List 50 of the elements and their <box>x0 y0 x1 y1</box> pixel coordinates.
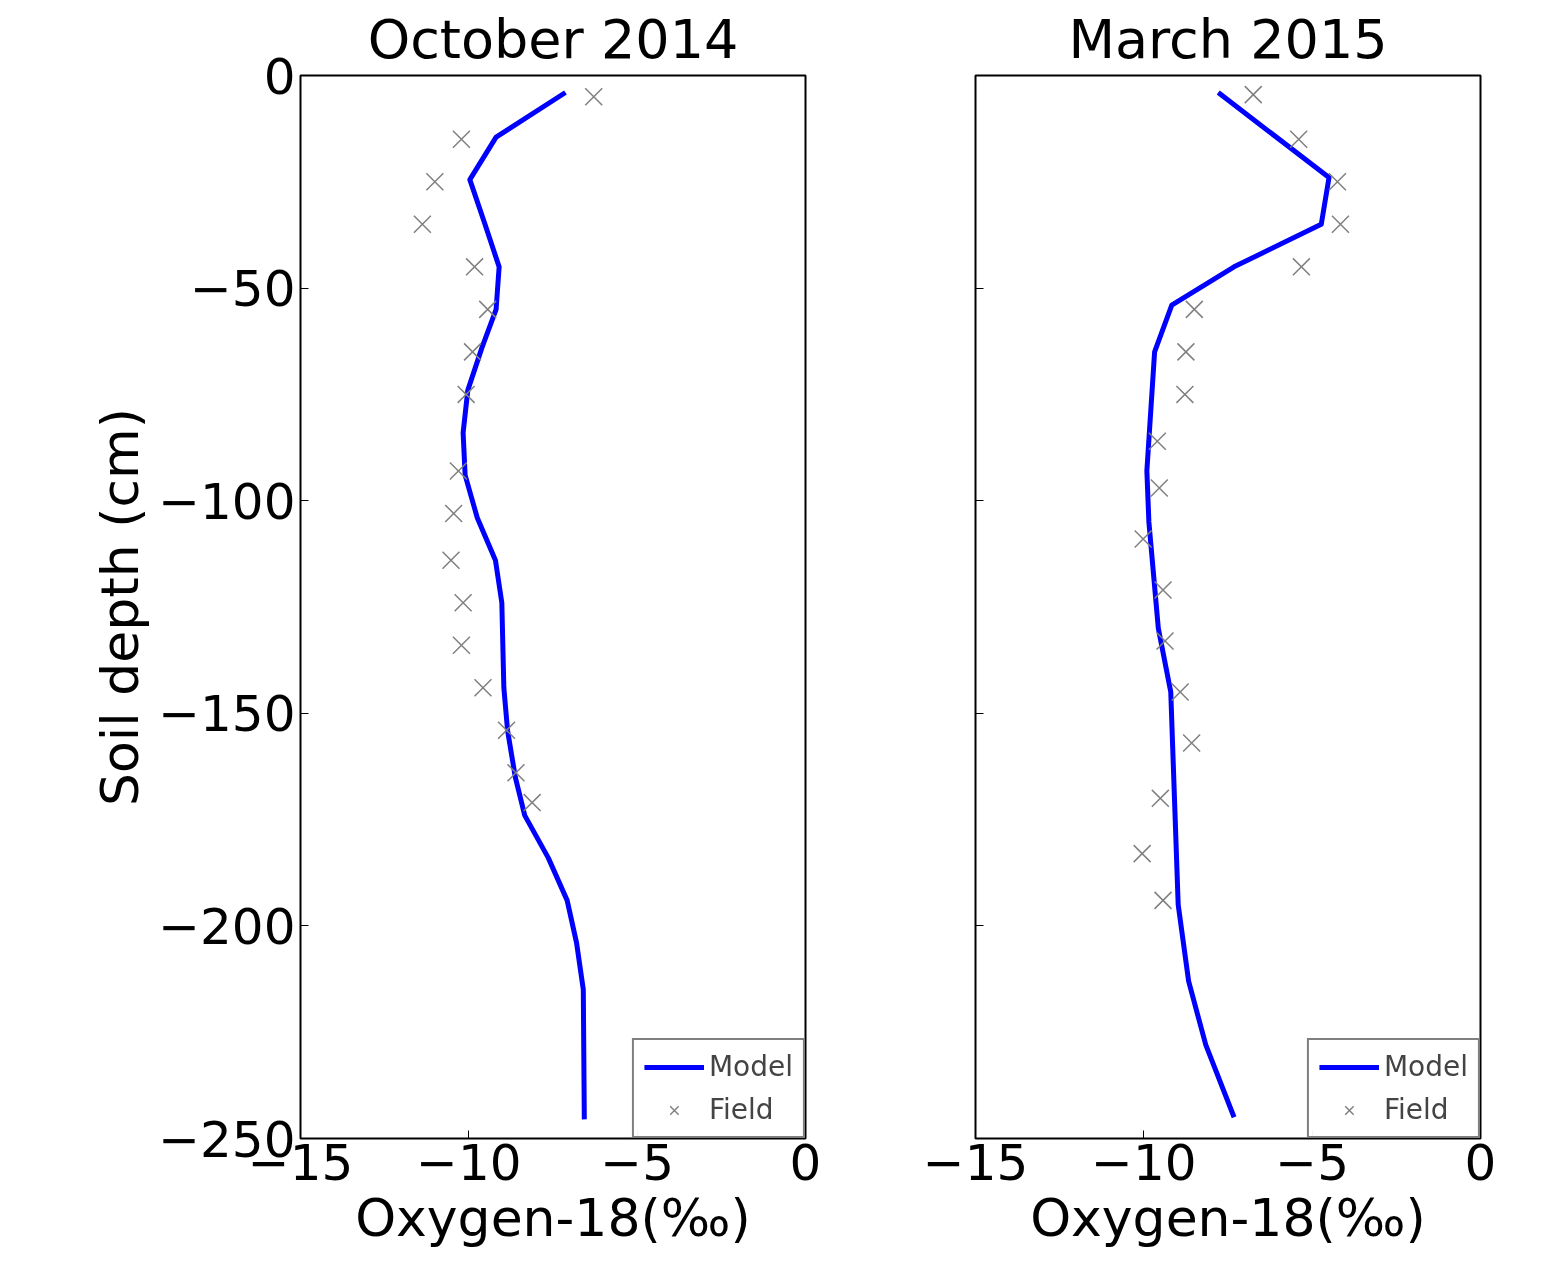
point <box>584 87 603 106</box>
point <box>1133 529 1153 549</box>
legend-label: Model <box>1383 1050 1468 1083</box>
point <box>1132 844 1152 863</box>
point <box>1331 215 1350 234</box>
legend-label: Field <box>708 1093 774 1126</box>
point <box>1153 580 1173 600</box>
x-tick-label: −15 <box>922 1133 1029 1192</box>
legend-label: Model <box>708 1050 793 1083</box>
point <box>1244 85 1263 104</box>
point <box>452 636 471 655</box>
y-tick-label: 0 <box>263 47 296 106</box>
point <box>444 504 463 523</box>
x-tick-label: 0 <box>1464 1133 1497 1192</box>
point <box>1176 342 1196 362</box>
point <box>1170 682 1190 702</box>
point <box>413 215 432 234</box>
point <box>478 300 497 319</box>
point <box>473 678 493 698</box>
point <box>506 763 526 783</box>
y-axis-title: Soil depth (cm) <box>90 408 151 806</box>
point <box>1292 257 1311 277</box>
point <box>441 550 461 570</box>
chart-title: October 2014 <box>367 7 739 71</box>
point <box>465 257 484 277</box>
chart-title: March 2015 <box>1068 7 1388 71</box>
point <box>452 130 471 149</box>
point <box>425 172 445 192</box>
point <box>449 461 468 481</box>
point <box>463 342 482 362</box>
point <box>497 721 516 740</box>
point <box>1155 631 1175 651</box>
point <box>456 385 476 404</box>
point <box>1328 172 1347 192</box>
point <box>1148 431 1167 451</box>
point <box>1150 478 1169 498</box>
y-tick-label: −50 <box>189 260 296 319</box>
y-tick-label: −100 <box>158 472 296 531</box>
y-tick-label: −200 <box>158 897 296 956</box>
point <box>1289 130 1308 149</box>
point <box>1151 789 1170 808</box>
point <box>1153 891 1173 910</box>
point <box>1182 733 1201 753</box>
point <box>453 593 473 612</box>
point <box>522 793 542 812</box>
x-tick-label: 0 <box>789 1133 822 1192</box>
legend-label: Field <box>1383 1093 1449 1126</box>
point <box>1185 300 1204 319</box>
point <box>1175 385 1195 404</box>
y-tick-label: −150 <box>158 685 296 744</box>
